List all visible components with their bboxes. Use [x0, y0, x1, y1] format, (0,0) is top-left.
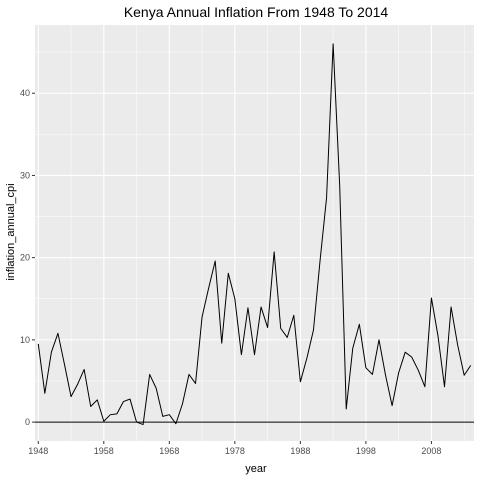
- data-point: [77, 384, 78, 385]
- x-tick-label: 1978: [225, 446, 245, 456]
- data-point: [444, 386, 445, 387]
- data-point: [418, 370, 419, 371]
- data-point: [195, 383, 196, 384]
- data-point: [300, 381, 301, 382]
- data-point: [287, 337, 288, 338]
- y-tick-label: 30: [20, 170, 30, 180]
- y-axis-ticks: 0 10 20 30 40: [20, 88, 35, 427]
- data-point: [431, 297, 432, 298]
- data-point: [378, 339, 379, 340]
- data-point: [188, 374, 189, 375]
- data-point: [70, 396, 71, 397]
- data-point: [398, 372, 399, 373]
- data-point: [175, 423, 176, 424]
- data-point: [201, 316, 202, 317]
- data-point: [44, 393, 45, 394]
- series-line: [37, 43, 472, 426]
- data-point: [319, 260, 320, 261]
- x-tick-label: 1948: [28, 446, 48, 456]
- data-point: [116, 413, 117, 414]
- data-point: [103, 421, 104, 422]
- data-point: [136, 421, 137, 422]
- data-point: [215, 260, 216, 261]
- data-point: [411, 357, 412, 358]
- data-point: [182, 403, 183, 404]
- data-point: [84, 369, 85, 370]
- data-point: [228, 273, 229, 274]
- data-point: [110, 414, 111, 415]
- data-point: [234, 298, 235, 299]
- data-point: [169, 414, 170, 415]
- data-point: [437, 335, 438, 336]
- y-tick-label: 10: [20, 335, 30, 345]
- data-point: [352, 347, 353, 348]
- y-tick-label: 20: [20, 253, 30, 263]
- data-point: [385, 375, 386, 376]
- chart-title: Kenya Annual Inflation From 1948 To 2014: [124, 4, 389, 20]
- data-point: [156, 388, 157, 389]
- data-point: [247, 307, 248, 308]
- data-point: [391, 405, 392, 406]
- data-point: [365, 367, 366, 368]
- x-tick-label: 1998: [356, 446, 376, 456]
- x-tick-label: 1988: [290, 446, 310, 456]
- data-point: [450, 306, 451, 307]
- data-point: [129, 398, 130, 399]
- plot-panel: [35, 25, 474, 441]
- data-point: [372, 374, 373, 375]
- data-point: [97, 399, 98, 400]
- data-point: [405, 352, 406, 353]
- data-point: [457, 344, 458, 345]
- data-point: [333, 43, 334, 44]
- data-point: [260, 306, 261, 307]
- data-point: [470, 365, 471, 366]
- data-point: [149, 374, 150, 375]
- data-point: [51, 352, 52, 353]
- data-point: [274, 251, 275, 252]
- x-axis-title: year: [245, 463, 267, 475]
- data-point: [339, 185, 340, 186]
- data-point: [241, 354, 242, 355]
- data-point: [313, 329, 314, 330]
- data-point: [208, 287, 209, 288]
- data-point: [90, 406, 91, 407]
- data-point: [64, 364, 65, 365]
- data-point: [221, 343, 222, 344]
- data-point: [123, 401, 124, 402]
- grid-major: [35, 25, 474, 441]
- y-tick-label: 40: [20, 88, 30, 98]
- x-tick-label: 1958: [94, 446, 114, 456]
- data-point: [254, 354, 255, 355]
- y-axis-title: inflation_annual_cpi: [5, 183, 17, 280]
- x-tick-label: 1968: [159, 446, 179, 456]
- data-point: [326, 197, 327, 198]
- data-point: [424, 386, 425, 387]
- data-point: [359, 324, 360, 325]
- data-point: [267, 327, 268, 328]
- x-axis-ticks: 1948 1958 1968 1978 1988 1998 2008: [28, 441, 441, 456]
- data-point: [346, 408, 347, 409]
- data-point: [293, 315, 294, 316]
- data-point: [280, 328, 281, 329]
- grid-minor: [35, 25, 474, 441]
- data-point: [306, 357, 307, 358]
- data-point: [57, 333, 58, 334]
- data-point: [38, 343, 39, 344]
- y-tick-label: 0: [25, 417, 30, 427]
- x-tick-label: 2008: [421, 446, 441, 456]
- data-point: [162, 416, 163, 417]
- data-point: [143, 424, 144, 425]
- data-point: [464, 375, 465, 376]
